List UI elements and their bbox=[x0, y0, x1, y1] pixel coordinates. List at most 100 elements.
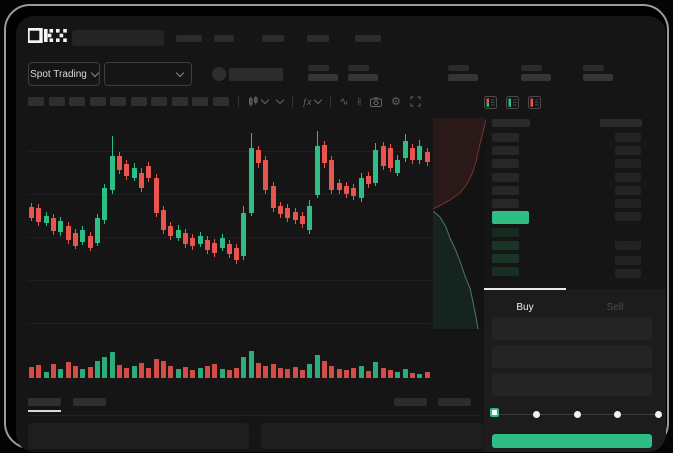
chevron-down-icon bbox=[313, 95, 322, 105]
candle bbox=[285, 208, 291, 218]
volume-bar bbox=[72, 366, 78, 378]
bid-amount-placeholder bbox=[615, 256, 641, 265]
bottom-tab-placeholder[interactable] bbox=[73, 398, 106, 406]
interval-button[interactable] bbox=[130, 97, 147, 106]
volume-bar bbox=[410, 373, 416, 378]
nav-item-placeholder[interactable] bbox=[214, 35, 234, 42]
ask-price-placeholder[interactable] bbox=[492, 146, 519, 155]
amount-input[interactable] bbox=[492, 345, 652, 368]
draw-tool-icon[interactable]: ⫲ bbox=[357, 96, 361, 107]
volume-bar bbox=[292, 367, 298, 378]
candle bbox=[87, 236, 93, 248]
orderbook-split-icon[interactable] bbox=[484, 96, 497, 109]
interval-button[interactable] bbox=[69, 97, 85, 106]
candlestick-chart[interactable] bbox=[28, 118, 431, 338]
gridline bbox=[28, 151, 431, 152]
interval-button[interactable] bbox=[212, 97, 229, 106]
candle bbox=[226, 244, 232, 254]
candle bbox=[336, 183, 342, 190]
candle bbox=[292, 212, 298, 220]
indicators-fx-icon: ƒx bbox=[302, 96, 312, 107]
camera-icon[interactable] bbox=[369, 97, 382, 107]
volume-bar bbox=[380, 368, 386, 378]
slider-stop[interactable] bbox=[533, 410, 540, 418]
bid-price-placeholder[interactable] bbox=[492, 267, 519, 276]
market-type-label: Spot Trading bbox=[30, 68, 87, 80]
interval-button[interactable] bbox=[89, 97, 106, 106]
ask-amount-placeholder bbox=[615, 186, 641, 195]
ask-price-placeholder[interactable] bbox=[492, 133, 519, 142]
market-type-dropdown[interactable]: Spot Trading bbox=[28, 62, 100, 86]
candle bbox=[314, 146, 320, 195]
volume-bar bbox=[65, 362, 71, 378]
candle bbox=[168, 226, 174, 236]
volume-bar bbox=[29, 367, 34, 378]
nav-item-placeholder[interactable] bbox=[307, 35, 329, 42]
candle bbox=[146, 166, 152, 178]
ask-amount-placeholder bbox=[615, 133, 641, 142]
ask-price-placeholder[interactable] bbox=[492, 199, 519, 208]
candle bbox=[131, 168, 137, 178]
line-chart-icon[interactable]: ∿ bbox=[339, 96, 349, 108]
volume-bar bbox=[329, 366, 335, 378]
interval-button[interactable] bbox=[171, 97, 188, 106]
slider-stop[interactable] bbox=[573, 410, 581, 418]
bottom-tab-placeholder[interactable] bbox=[28, 398, 61, 406]
volume-bar bbox=[43, 372, 49, 378]
volume-bar bbox=[417, 374, 423, 378]
search-input[interactable] bbox=[72, 30, 164, 46]
bid-price-placeholder[interactable] bbox=[492, 228, 519, 237]
candle bbox=[102, 188, 108, 220]
pair-select-dropdown[interactable] bbox=[104, 62, 192, 86]
candle bbox=[410, 148, 416, 160]
ask-price-placeholder[interactable] bbox=[492, 173, 519, 182]
nav-item-placeholder[interactable] bbox=[176, 35, 202, 42]
candle bbox=[380, 146, 386, 166]
gridline bbox=[28, 280, 431, 281]
divider bbox=[292, 96, 293, 107]
slider-stop[interactable] bbox=[654, 410, 662, 418]
ask-price-placeholder[interactable] bbox=[492, 186, 519, 195]
settings-gear-icon[interactable]: ⚙ bbox=[390, 96, 401, 108]
bid-price-placeholder[interactable] bbox=[492, 254, 519, 263]
last-amount-placeholder bbox=[615, 212, 641, 221]
fullscreen-icon[interactable] bbox=[410, 96, 421, 107]
total-input[interactable] bbox=[492, 373, 652, 396]
nav-item-placeholder[interactable] bbox=[355, 35, 381, 42]
stat-value-placeholder bbox=[308, 74, 338, 81]
price-input[interactable] bbox=[492, 317, 652, 340]
bottom-action-placeholder[interactable] bbox=[394, 398, 427, 406]
slider-stop[interactable] bbox=[614, 410, 621, 418]
candle bbox=[344, 186, 350, 194]
bid-price-placeholder[interactable] bbox=[492, 241, 519, 250]
volume-bar bbox=[314, 355, 320, 378]
candle-type-dropdown[interactable] bbox=[248, 95, 270, 107]
volume-bar bbox=[87, 367, 93, 378]
interval-button[interactable] bbox=[192, 97, 208, 106]
volume-chart[interactable] bbox=[28, 351, 431, 378]
indicators-dropdown[interactable]: ƒx bbox=[302, 95, 322, 107]
ask-price-placeholder[interactable] bbox=[492, 159, 519, 168]
volume-bar bbox=[204, 366, 210, 378]
volume-bar bbox=[270, 364, 276, 378]
volume-bar bbox=[182, 367, 188, 378]
interval-button[interactable] bbox=[28, 97, 44, 106]
interval-button[interactable] bbox=[151, 97, 167, 106]
orderbook-bids-only-icon[interactable] bbox=[506, 96, 519, 109]
nav-item-placeholder[interactable] bbox=[262, 35, 284, 42]
candle bbox=[65, 226, 71, 240]
volume-bar bbox=[307, 364, 313, 378]
interval-button[interactable] bbox=[48, 97, 65, 106]
candle bbox=[58, 221, 64, 232]
depth-chart[interactable] bbox=[433, 118, 486, 331]
tab-sell[interactable]: Sell bbox=[606, 302, 624, 313]
interval-button[interactable] bbox=[110, 97, 126, 106]
bottom-action-placeholder[interactable] bbox=[438, 398, 471, 406]
slider-handle[interactable] bbox=[490, 408, 499, 417]
buy-submit-button[interactable] bbox=[492, 434, 652, 448]
interval-dropdown[interactable] bbox=[275, 95, 285, 105]
orderbook-asks-only-icon[interactable] bbox=[528, 96, 541, 109]
gridline bbox=[28, 237, 431, 238]
tab-buy[interactable]: Buy bbox=[516, 302, 534, 313]
candle bbox=[109, 156, 115, 190]
